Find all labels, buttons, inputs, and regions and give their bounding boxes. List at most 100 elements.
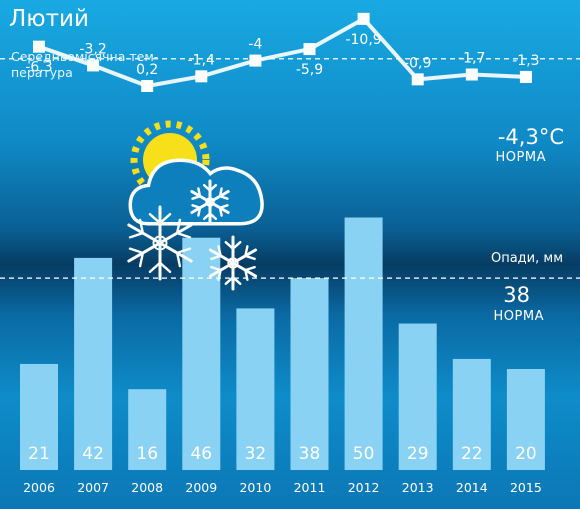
arm-branch (175, 251, 182, 268)
arm-branch (244, 254, 256, 261)
year-label: 2011 (294, 480, 326, 495)
chart-subtitle: Середньомісячна тем-пература (11, 49, 159, 80)
snowflake-center (227, 257, 239, 269)
temperature-value-label: -10,9 (345, 32, 381, 48)
arm-branch (208, 184, 218, 192)
arm-branch (218, 206, 223, 217)
arm-branch (148, 213, 162, 225)
arm-branch (224, 276, 235, 285)
precipitation-bar (236, 308, 275, 470)
temperature-markers (33, 12, 532, 92)
temperature-marker (519, 70, 532, 83)
bar-labels-layer: 21 42 16 46 32 38 50 29 22 20 (28, 444, 537, 464)
arm-branch (138, 218, 145, 235)
arm-branch (210, 254, 222, 261)
temperature-value-label: -0,9 (404, 55, 431, 71)
precipitation-bar (128, 389, 167, 470)
bar-value-label: 42 (82, 444, 104, 464)
precipitation-title: Опади, мм (490, 251, 563, 266)
arm-branch (231, 276, 242, 285)
bar-value-label: 20 (515, 444, 537, 464)
temperature-value-label: -3,2 (79, 41, 106, 57)
arm-branch (217, 245, 222, 258)
snowflakes-group (127, 179, 258, 291)
temperature-value-label: -1,3 (512, 53, 539, 69)
snowflake-icon (208, 235, 258, 291)
arm-branch (158, 261, 172, 273)
arm-branch (217, 268, 222, 281)
precipitation-norm-value: 38 (503, 283, 530, 307)
temperature-value-label: 0,2 (136, 62, 158, 78)
arm-branch (244, 268, 249, 281)
temperature-marker (411, 73, 424, 86)
temperature-value-label: -6,3 (25, 60, 52, 76)
year-label: 2007 (77, 480, 109, 495)
temperature-marker (195, 70, 208, 83)
arm-branch (197, 206, 202, 217)
year-label: 2008 (131, 480, 163, 495)
precipitation-bar (398, 323, 437, 470)
arm-branch (218, 187, 223, 198)
arm-branch (202, 184, 212, 192)
reference-lines (0, 58, 580, 279)
precipitation-bar (290, 278, 329, 470)
temperature-line-layer (38, 16, 526, 88)
arm-branch (244, 265, 256, 272)
arm-branch (218, 204, 229, 209)
year-labels-layer: 2006 2007 2008 2009 2010 2011 2012 2013 2014 2015 (23, 480, 542, 495)
temperature-marker (249, 54, 262, 67)
arm-branch (224, 241, 235, 250)
precipitation-bar (182, 237, 221, 470)
snowflake-icon (127, 205, 193, 281)
year-label: 2006 (23, 480, 55, 495)
arm-branch (208, 212, 218, 220)
temperature-marker (357, 12, 370, 25)
arm-branch (231, 241, 242, 250)
cloud-sun-snow-icon (127, 120, 264, 291)
arm-branch (128, 247, 145, 255)
arm-branch (175, 231, 192, 239)
temperature-norm-label: НОРМА (495, 150, 546, 165)
precipitation-bar (344, 217, 383, 470)
temperature-marker (87, 59, 100, 72)
snowflake-center (205, 197, 215, 207)
bar-value-label: 46 (190, 444, 212, 464)
chart-title: Лютий (9, 6, 89, 32)
temperature-line (38, 16, 526, 88)
temperature-value-label: -1,7 (458, 51, 485, 67)
bar-value-label: 16 (136, 444, 158, 464)
temperature-marker (33, 40, 45, 53)
year-label: 2013 (402, 480, 434, 495)
arm-branch (202, 212, 212, 220)
arm-branch (244, 245, 249, 258)
arm-branch (158, 213, 172, 225)
year-label: 2010 (239, 480, 271, 495)
snowflake-icon (190, 179, 230, 225)
year-label: 2009 (185, 480, 217, 495)
arm-line (127, 223, 162, 245)
bar-value-label: 38 (299, 444, 321, 464)
snowflake-center (152, 235, 168, 251)
temperature-labels: -6,3 -3,2 0,2 -1,4 -4 -5,9 -10,9 -0,9 -1,7 -1,3 (25, 32, 539, 78)
arm-branch (210, 265, 222, 272)
arm-branch (197, 187, 202, 198)
temperature-marker (303, 43, 316, 56)
arm-branch (138, 251, 145, 268)
arm-branch (175, 218, 182, 235)
arm-branch (148, 261, 162, 273)
arm-line (127, 241, 162, 263)
year-label: 2014 (456, 480, 488, 495)
arm-branch (218, 195, 229, 200)
temperature-value-label: -5,9 (296, 62, 323, 78)
bars-layer (20, 217, 545, 470)
temperature-marker (465, 68, 478, 81)
bar-value-label: 29 (407, 444, 429, 464)
bar-value-label: 32 (245, 444, 267, 464)
bar-value-label: 50 (353, 444, 375, 464)
precipitation-bar (20, 363, 58, 470)
year-label: 2015 (510, 480, 542, 495)
precipitation-bar (506, 369, 545, 470)
bar-value-label: 21 (28, 444, 50, 464)
temperature-value-label: -1,4 (188, 52, 215, 68)
